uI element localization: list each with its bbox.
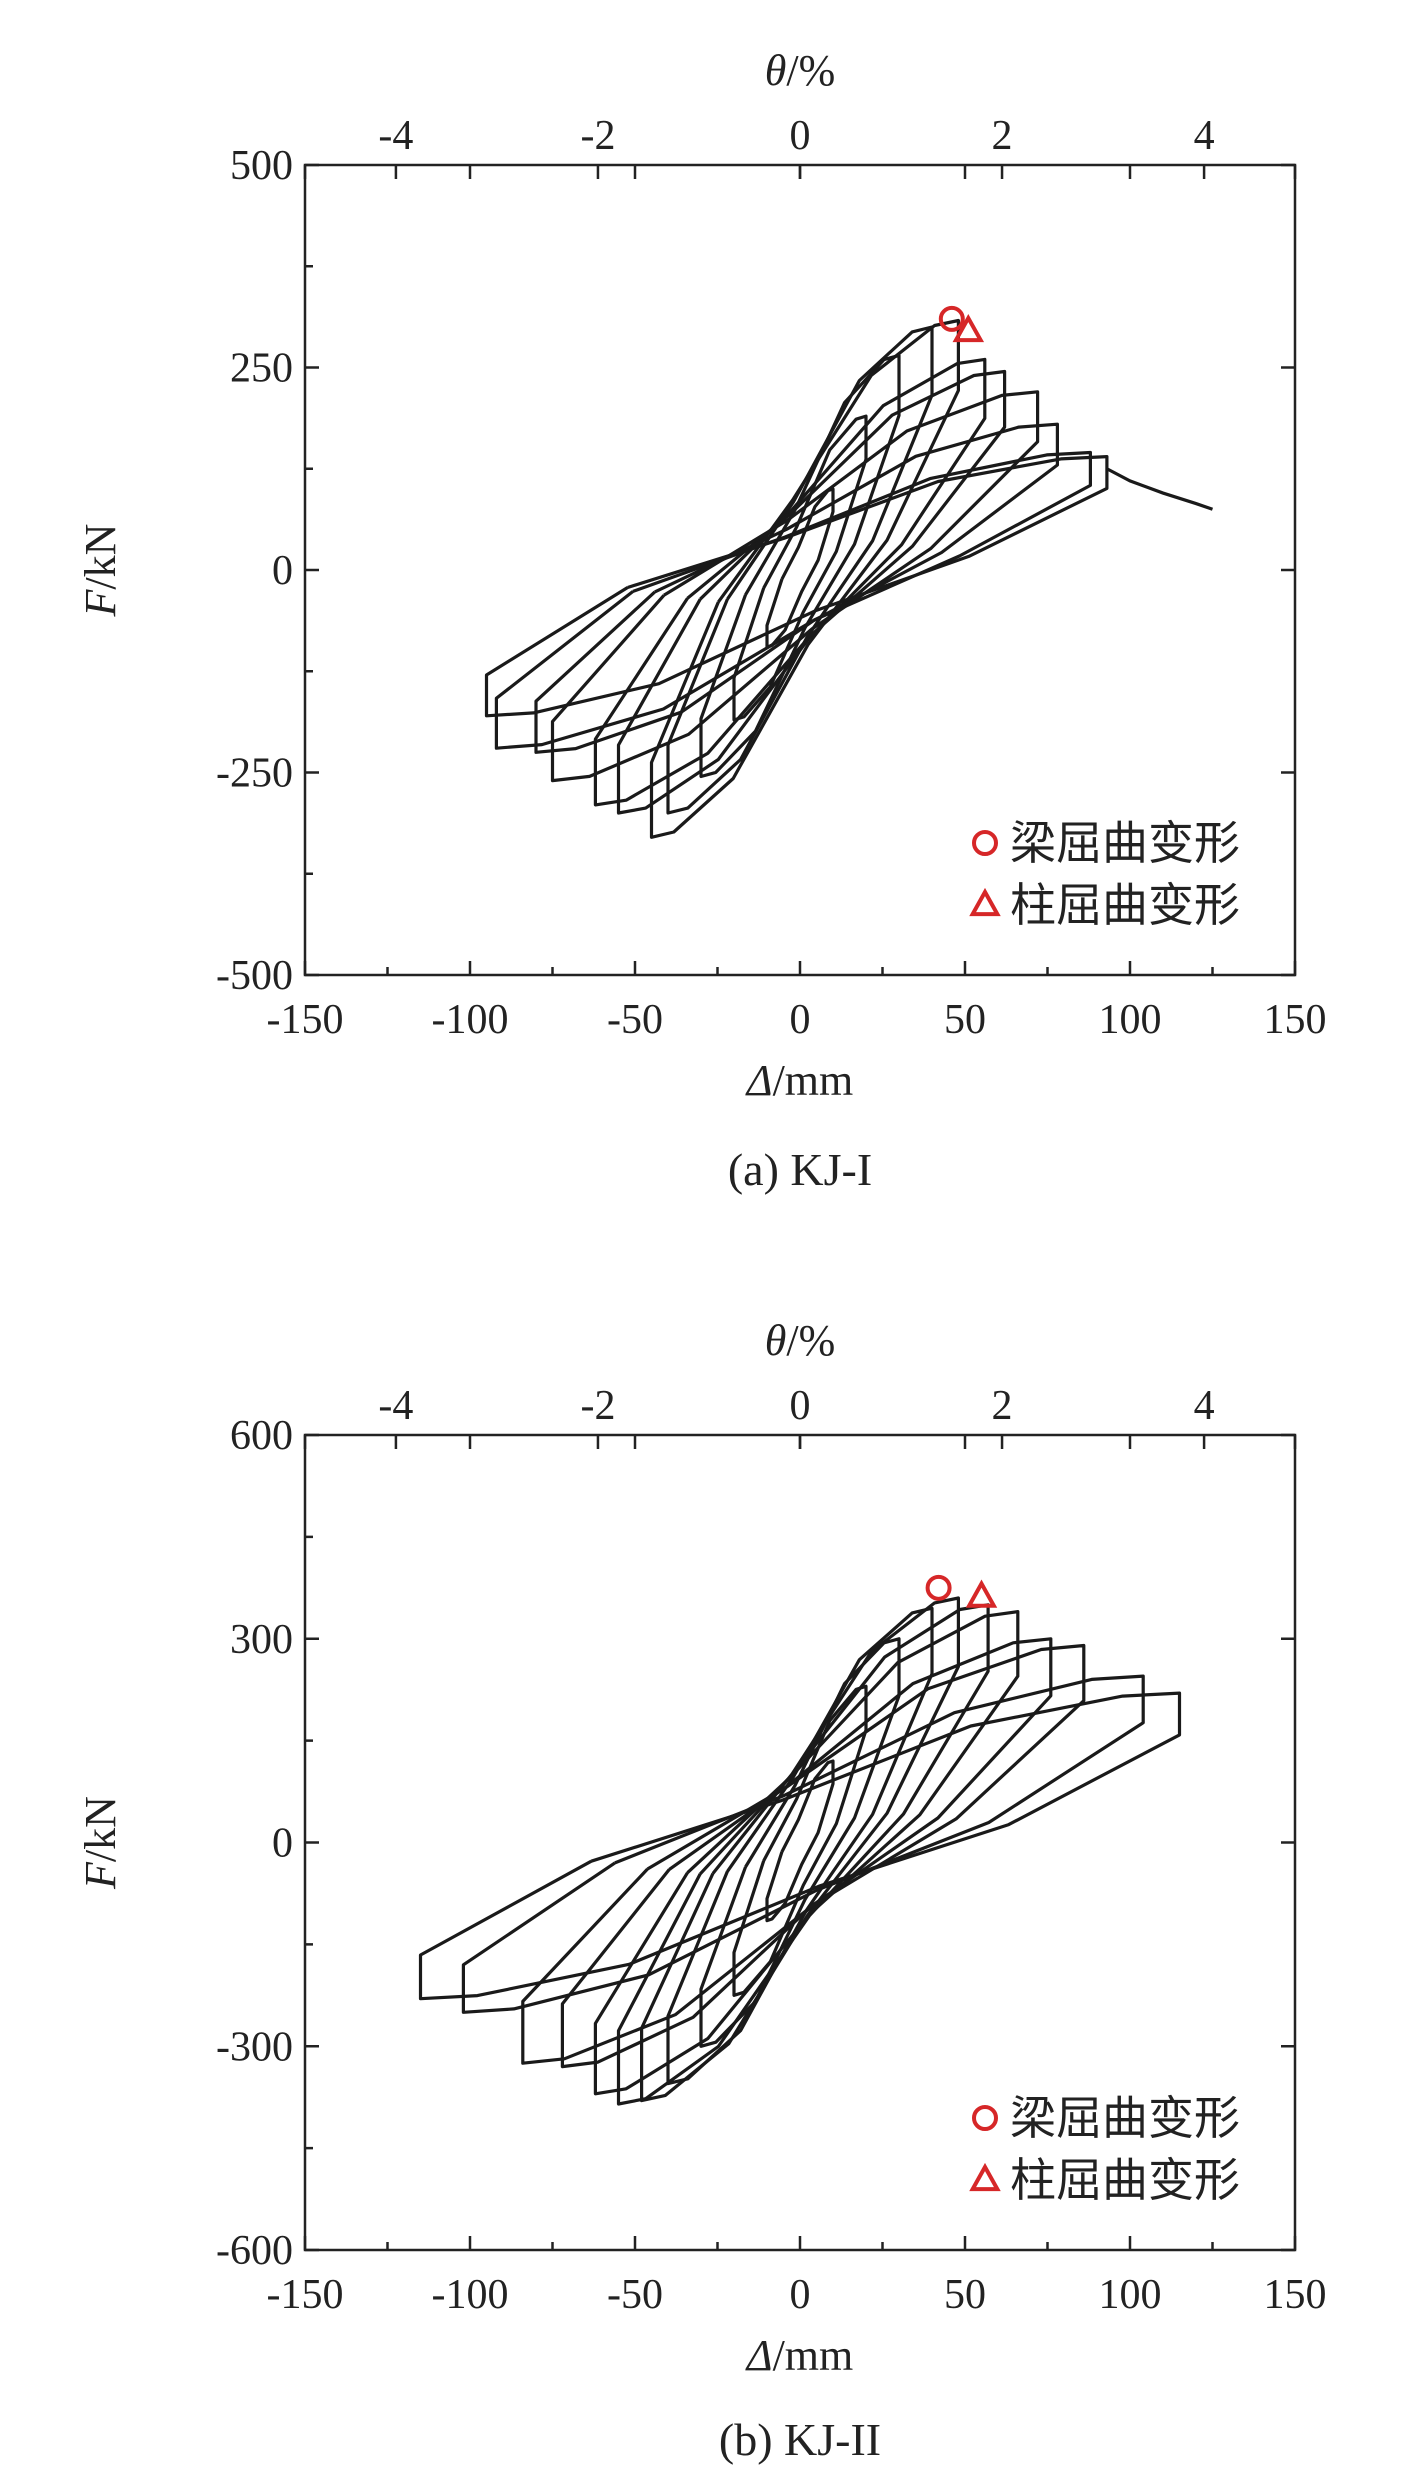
x2-tick-label: 0 [790, 113, 811, 159]
beam-buckling-marker [925, 1574, 952, 1601]
x-tick-label: 50 [944, 2272, 986, 2318]
y-axis-title: F/kN [76, 524, 125, 618]
y-tick-label: 500 [230, 143, 293, 189]
y-axis-symbol: F [76, 1861, 125, 1890]
x-axis-symbol: Δ [745, 2331, 773, 2380]
x2-axis-unit: /% [786, 46, 835, 95]
hysteresis-loop [666, 325, 934, 815]
hysteresis-loop [494, 450, 1092, 750]
y-tick-label: -500 [216, 953, 293, 999]
x2-tick-label: 0 [790, 1383, 811, 1429]
beam-buckling-marker [938, 305, 965, 332]
panel-b: -150 -100 -50 0 50 100 150 -4 -2 0 2 4 -600 -300 0 300 6… [76, 1316, 1327, 2465]
hysteresis-loop [640, 1596, 960, 2103]
x-tick-label: 0 [790, 2272, 811, 2318]
legend-circle-icon [972, 830, 998, 856]
x-tick-label: 150 [1264, 2272, 1327, 2318]
panel-a: -150 -100 -50 0 50 100 150-4 -2 0 2 4-500-25002505… [76, 46, 1327, 1195]
hysteresis-loop [461, 1674, 1145, 2014]
y-axis-unit: /kN [76, 1796, 125, 1862]
hysteresis-loop [616, 357, 987, 815]
x-tick-label: 150 [1264, 997, 1327, 1043]
legend-circle-icon [972, 2105, 998, 2131]
legend-label: 柱屈曲变形 [1010, 2153, 1240, 2207]
panel-caption: (a) KJ-I [728, 1144, 872, 1195]
x2-tick-label: 2 [992, 1383, 1013, 1429]
x2-axis-unit: /% [786, 1316, 835, 1365]
x-tick-label: 100 [1099, 2272, 1162, 2318]
hysteresis-loop [550, 390, 1040, 783]
hysteresis-loop [732, 414, 868, 722]
hysteresis-loop [418, 1691, 1182, 2001]
post-peak-tail [1106, 467, 1214, 511]
hysteresis-loop [699, 353, 901, 779]
x2-tick-label: 2 [992, 113, 1013, 159]
legend-triangle-icon [969, 887, 1001, 917]
x2-axis-symbol: θ [765, 1316, 787, 1365]
x2-tick-label: -4 [378, 1383, 413, 1429]
x2-tick-label: -2 [580, 113, 615, 159]
y-tick-label: 0 [272, 1821, 293, 1867]
x-tick-label: -150 [267, 2272, 344, 2318]
column-buckling-marker [965, 1579, 998, 1608]
x-axis-title: Δ/mm [745, 1056, 854, 1105]
y-tick-label: 600 [230, 1413, 293, 1459]
y-tick-label: 300 [230, 1617, 293, 1663]
hysteresis-loop [534, 422, 1059, 754]
panel-caption: (b) KJ-II [719, 2414, 881, 2465]
y-tick-label: 250 [230, 346, 293, 392]
y-tick-label: -300 [216, 2024, 293, 2070]
hysteresis-loop [521, 1643, 1086, 2065]
y-tick-label: -250 [216, 751, 293, 797]
hysteresis-loop [666, 1606, 934, 2086]
y-tick-label: 0 [272, 548, 293, 594]
x2-tick-label: 4 [1194, 1383, 1215, 1429]
x2-axis-title: θ/% [765, 46, 836, 95]
x-axis-unit: /mm [773, 2331, 854, 2380]
column-buckling-marker [952, 313, 985, 343]
legend-triangle-icon [969, 2162, 1001, 2192]
legend-label: 柱屈曲变形 [1010, 878, 1240, 932]
x-tick-label: -150 [267, 997, 344, 1043]
x-tick-label: 100 [1099, 997, 1162, 1043]
x2-tick-label: -4 [378, 113, 413, 159]
y-axis-title: F/kN [76, 1796, 125, 1890]
x-tick-label: 0 [790, 997, 811, 1043]
hysteresis-loop [649, 318, 960, 839]
x-axis-symbol: Δ [745, 1056, 773, 1105]
hysteresis-loop [616, 1603, 990, 2106]
hysteresis-loop [732, 1684, 868, 1997]
y-tick-label: -600 [216, 2228, 293, 2274]
hysteresis-loop [593, 369, 1007, 807]
y-axis-unit: /kN [76, 524, 125, 590]
hysteresis-loop [484, 455, 1109, 718]
x-tick-label: 50 [944, 997, 986, 1043]
x-axis-unit: /mm [773, 1056, 854, 1105]
x-tick-label: -100 [432, 2272, 509, 2318]
x-tick-label: -50 [607, 997, 663, 1043]
x-axis-title: Δ/mm [745, 2331, 854, 2380]
x2-axis-title: θ/% [765, 1316, 836, 1365]
x2-tick-label: -2 [580, 1383, 615, 1429]
x2-axis-symbol: θ [765, 46, 787, 95]
legend-label: 梁屈曲变形 [1010, 816, 1240, 870]
x-tick-label: -50 [607, 2272, 663, 2318]
y-axis-symbol: F [76, 588, 125, 617]
hysteresis-loop [560, 1637, 1053, 2069]
x-tick-label: -100 [432, 997, 509, 1043]
x2-tick-label: 4 [1194, 113, 1215, 159]
legend-label: 梁屈曲变形 [1010, 2091, 1240, 2145]
hysteresis-loop [593, 1610, 1020, 2096]
